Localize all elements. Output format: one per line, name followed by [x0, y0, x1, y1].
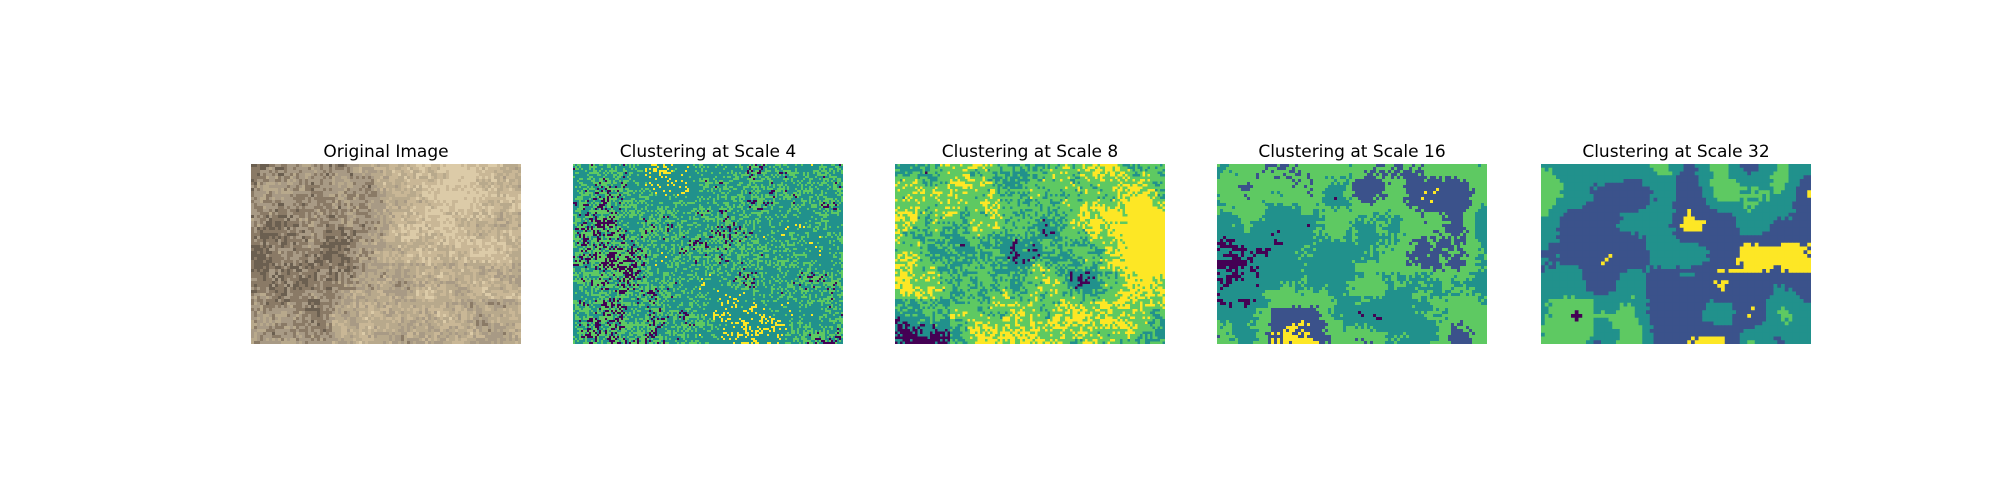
cluster-map-scale-16 [1217, 164, 1487, 344]
panel-clustering-scale-4: Clustering at Scale 4 [573, 141, 843, 344]
panel-clustering-scale-8: Clustering at Scale 8 [895, 141, 1165, 344]
panel-title: Clustering at Scale 16 [1217, 141, 1487, 163]
panel-original-image: Original Image [251, 141, 521, 344]
panel-clustering-scale-16: Clustering at Scale 16 [1217, 141, 1487, 344]
panel-title: Clustering at Scale 8 [895, 141, 1165, 163]
panel-title: Clustering at Scale 32 [1541, 141, 1811, 163]
panel-title: Original Image [251, 141, 521, 163]
original-image [251, 164, 521, 344]
cluster-map-scale-8 [895, 164, 1165, 344]
panel-clustering-scale-32: Clustering at Scale 32 [1541, 141, 1811, 344]
cluster-map-scale-4 [573, 164, 843, 344]
panel-title: Clustering at Scale 4 [573, 141, 843, 163]
cluster-map-scale-32 [1541, 164, 1811, 344]
